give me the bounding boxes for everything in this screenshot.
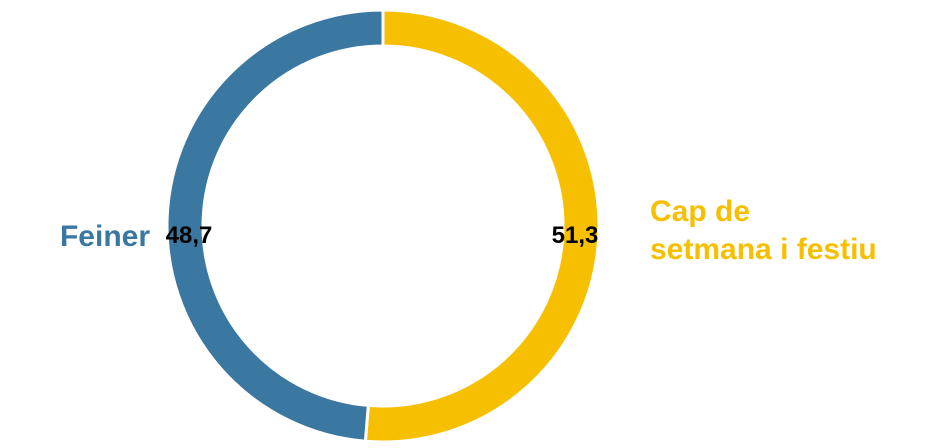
category-label-1: Cap de setmana i festiu [650,195,877,266]
category-label-line: Cap de [650,195,750,228]
donut-labels: 48,7 51,3 Feiner Cap de setmana i festiu [60,195,877,266]
donut-slice-cap-de-setmana-i-festiu [363,8,601,444]
category-label-0: Feiner [60,220,150,253]
value-label-0: 48,7 [166,222,213,249]
donut-slices [165,8,601,444]
category-label-line: setmana i festiu [650,233,877,266]
donut-slice-feiner [165,8,385,443]
category-label-line: Feiner [60,220,150,253]
value-label-1: 51,3 [552,222,599,249]
